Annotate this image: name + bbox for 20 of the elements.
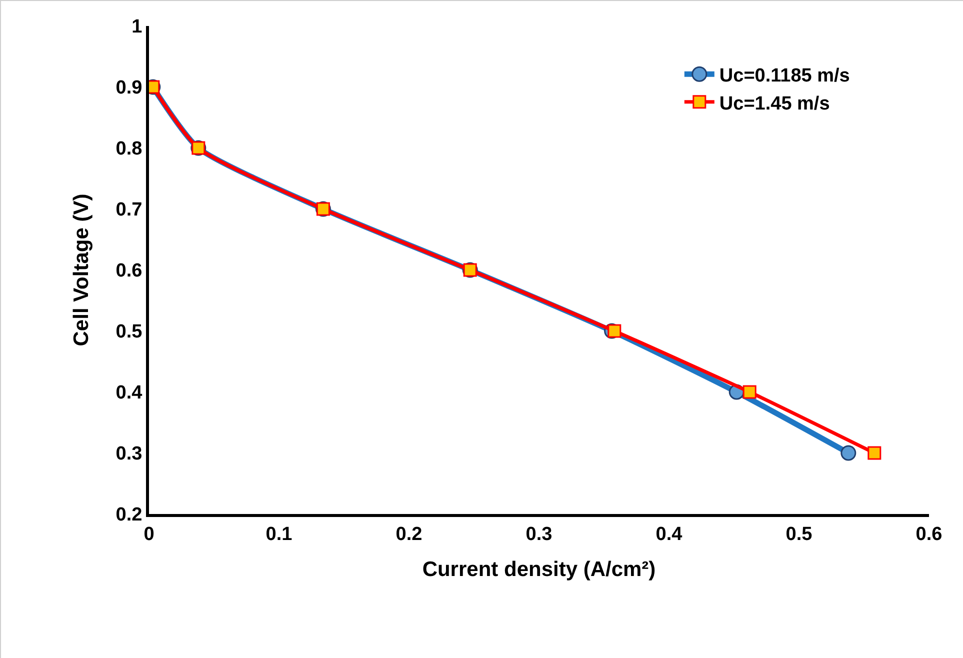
legend-label: Uc=0.1185 m/s (719, 66, 850, 87)
y-tick-label: 0.8 (116, 138, 142, 160)
y-tick-label: 1 (132, 16, 143, 38)
y-tick-label: 0.4 (116, 382, 143, 404)
y-tick-label: 0.2 (116, 504, 142, 526)
x-tick-label: 0 (144, 524, 154, 545)
y-tick-label: 0.6 (116, 260, 142, 282)
y-axis-title: Cell Voltage (V) (70, 194, 93, 346)
y-tick-label: 0.7 (116, 200, 142, 221)
x-tick-label: 0.5 (786, 524, 813, 545)
x-tick-label: 0.6 (916, 524, 942, 545)
x-axis-title: Current density (A/cm²) (422, 558, 656, 581)
y-tick-label: 0.5 (116, 322, 143, 343)
x-tick-label: 0.4 (656, 524, 683, 545)
legend-label: Uc=1.45 m/s (719, 93, 830, 114)
x-tick-label: 0.3 (526, 524, 552, 545)
y-tick-label: 0.9 (116, 78, 142, 99)
x-tick-label: 0.1 (266, 524, 293, 545)
y-tick-label: 0.3 (116, 444, 142, 465)
x-tick-label: 0.2 (396, 524, 422, 545)
